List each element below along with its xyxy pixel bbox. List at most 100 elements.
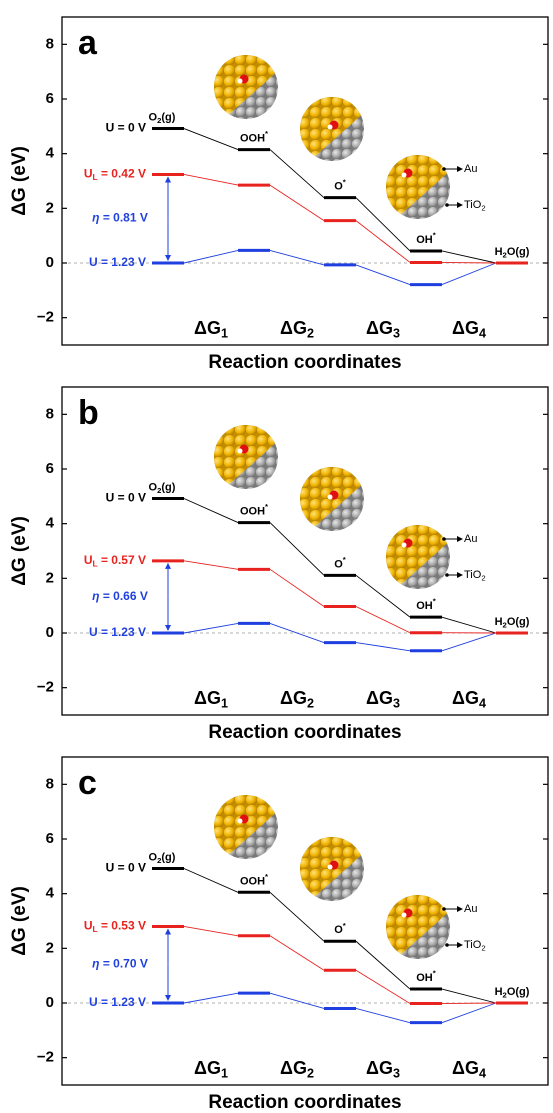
connector [269, 249, 325, 266]
atom-model [300, 97, 364, 161]
atom-model [214, 795, 278, 859]
atom-model [300, 837, 364, 901]
connector [441, 250, 497, 264]
y-tick-label: 0 [46, 994, 54, 1011]
step-label: ΔG1 [194, 688, 228, 711]
adsorbate-h [327, 864, 333, 870]
adsorbate-h [237, 78, 243, 84]
step-label: ΔG2 [280, 1058, 314, 1081]
site-label: TiO2 [464, 569, 486, 582]
site-label: Au [464, 163, 477, 175]
step-label: ΔG3 [366, 318, 400, 341]
series-label: UL = 0.53 V [84, 919, 146, 935]
connector [355, 642, 411, 652]
plot-frame [61, 16, 549, 346]
connector [269, 184, 325, 222]
connector [441, 262, 497, 286]
connector [183, 128, 239, 150]
step-label: ΔG2 [280, 688, 314, 711]
x-axis-label: Reaction coordinates [208, 722, 401, 743]
connector [269, 149, 325, 199]
step-label: ΔG1 [194, 1058, 228, 1081]
y-tick-label: 6 [46, 830, 54, 847]
y-axis-label: ΔG (eV) [9, 886, 30, 956]
panel-label: a [78, 24, 98, 62]
site-label: TiO2 [464, 199, 486, 212]
y-tick-label: −2 [37, 679, 54, 696]
connector [355, 606, 411, 634]
y-tick-label: −2 [37, 309, 54, 326]
connector [269, 935, 325, 971]
y-tick-label: −2 [37, 1049, 54, 1066]
atom-surface [386, 525, 450, 589]
adsorbate-h [401, 912, 407, 918]
state-label: OOH* [240, 872, 268, 887]
atom-model [386, 525, 450, 589]
atom-surface [386, 155, 450, 219]
atom-model [386, 155, 450, 219]
connector [355, 940, 411, 990]
y-tick-label: 2 [46, 569, 54, 586]
state-label: H2O(g) [495, 246, 530, 259]
adsorbate-h [327, 124, 333, 130]
connector [183, 249, 239, 264]
state-label: O* [334, 177, 346, 192]
site-label: Au [464, 903, 477, 915]
au-region [386, 155, 450, 217]
panel-label: c [78, 764, 97, 802]
y-tick-label: 2 [46, 199, 54, 216]
x-axis-label: Reaction coordinates [208, 1092, 401, 1113]
connector [355, 264, 411, 286]
series-label: UL = 0.57 V [84, 553, 146, 569]
connector [183, 173, 239, 186]
connector [441, 1002, 497, 1024]
au-region [214, 55, 278, 117]
step-label: ΔG2 [280, 318, 314, 341]
overpotential-label: η = 0.81 V [92, 211, 148, 225]
atom-surface [214, 795, 278, 859]
atom-surface [214, 425, 278, 489]
atom-model [214, 55, 278, 119]
atom-surface [386, 895, 450, 959]
state-label: OOH* [240, 502, 268, 517]
connector [183, 992, 239, 1004]
overpotential-label: η = 0.66 V [92, 589, 148, 603]
state-label: O2(g) [149, 481, 176, 494]
y-tick-label: 4 [46, 515, 55, 532]
x-axis-label: Reaction coordinates [208, 352, 401, 373]
state-label: O2(g) [149, 851, 176, 864]
series-label: U = 0 V [106, 121, 146, 135]
atom-surface [214, 55, 278, 119]
connector [183, 560, 239, 570]
y-tick-label: 8 [46, 405, 54, 422]
site-label: TiO2 [464, 939, 486, 952]
series-label: U = 1.23 V [89, 995, 146, 1009]
series-label: U = 1.23 V [89, 625, 146, 639]
connector [355, 574, 411, 618]
y-tick-label: 4 [46, 145, 55, 162]
adsorbate-h [401, 542, 407, 548]
connector [183, 498, 239, 523]
atom-model [300, 467, 364, 531]
state-label: O2(g) [149, 111, 176, 124]
connector [269, 992, 325, 1009]
atom-model [214, 425, 278, 489]
step-label: ΔG1 [194, 318, 228, 341]
au-region [214, 425, 278, 487]
connector [269, 891, 325, 942]
state-label: H2O(g) [495, 616, 530, 629]
adsorbate-h [237, 448, 243, 454]
state-label: OH* [416, 597, 436, 612]
adsorbate-h [401, 172, 407, 178]
state-label: O* [334, 555, 346, 570]
y-tick-label: 2 [46, 939, 54, 956]
atom-model [386, 895, 450, 959]
au-region [214, 795, 278, 857]
y-tick-label: 0 [46, 254, 54, 271]
step-label: ΔG4 [452, 688, 486, 711]
plot-frame [61, 756, 549, 1086]
panel-label: b [78, 394, 99, 432]
au-region [386, 525, 450, 587]
connector [441, 988, 497, 1004]
